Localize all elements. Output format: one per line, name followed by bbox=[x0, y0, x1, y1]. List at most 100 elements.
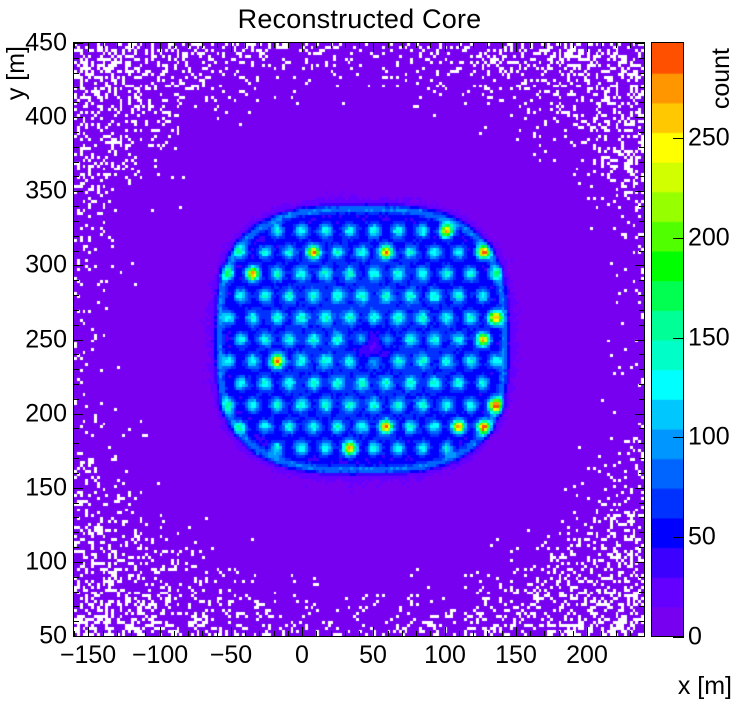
x-tick-label: 150 bbox=[495, 641, 537, 669]
y-tick-minor bbox=[74, 221, 79, 222]
y-tick-major-right bbox=[635, 340, 644, 341]
x-tick-minor-top bbox=[502, 43, 503, 48]
y-tick-minor bbox=[74, 473, 79, 474]
x-tick-major bbox=[88, 627, 89, 636]
x-tick-minor-top bbox=[530, 43, 531, 48]
y-tick-minor-right bbox=[639, 517, 644, 518]
y-tick-minor-right bbox=[639, 251, 644, 252]
x-tick-major-top bbox=[373, 43, 374, 52]
y-tick-minor bbox=[74, 443, 79, 444]
x-tick-minor-top bbox=[274, 43, 275, 48]
x-tick-minor bbox=[345, 631, 346, 636]
x-tick-minor bbox=[259, 631, 260, 636]
plot-frame bbox=[73, 42, 645, 637]
y-tick-minor-right bbox=[639, 102, 644, 103]
y-tick-minor bbox=[74, 162, 79, 163]
x-tick-minor-top bbox=[544, 43, 545, 48]
y-tick-minor bbox=[74, 547, 79, 548]
y-tick-major bbox=[74, 117, 83, 118]
x-tick-minor-top bbox=[416, 43, 417, 48]
colorbar-tick bbox=[673, 537, 684, 538]
y-tick-minor-right bbox=[639, 58, 644, 59]
y-tick-minor bbox=[74, 87, 79, 88]
x-tick-minor bbox=[145, 631, 146, 636]
x-tick-major bbox=[231, 627, 232, 636]
x-tick-minor-top bbox=[573, 43, 574, 48]
x-tick-minor-top bbox=[644, 43, 645, 48]
y-tick-minor bbox=[74, 236, 79, 237]
x-tick-minor bbox=[487, 631, 488, 636]
y-tick-minor bbox=[74, 354, 79, 355]
x-tick-minor-top bbox=[459, 43, 460, 48]
x-tick-minor bbox=[630, 631, 631, 636]
x-tick-minor-top bbox=[316, 43, 317, 48]
y-tick-major-right bbox=[635, 191, 644, 192]
colorbar-title: count bbox=[707, 48, 735, 110]
y-tick-minor-right bbox=[639, 577, 644, 578]
x-tick-minor-top bbox=[331, 43, 332, 48]
y-tick-minor bbox=[74, 592, 79, 593]
x-tick-minor bbox=[174, 631, 175, 636]
y-tick-major bbox=[74, 488, 83, 489]
y-tick-major-right bbox=[635, 414, 644, 415]
y-tick-minor-right bbox=[639, 354, 644, 355]
x-tick-label: −50 bbox=[209, 641, 253, 669]
x-tick-minor bbox=[331, 631, 332, 636]
x-tick-minor-top bbox=[188, 43, 189, 48]
x-tick-minor bbox=[359, 631, 360, 636]
y-tick-minor bbox=[74, 621, 79, 622]
x-tick-minor-top bbox=[103, 43, 104, 48]
x-tick-minor bbox=[202, 631, 203, 636]
x-tick-label: −100 bbox=[131, 641, 189, 669]
x-axis-title: x [m] bbox=[677, 672, 732, 700]
y-tick-minor-right bbox=[639, 221, 644, 222]
x-tick-major bbox=[587, 627, 588, 636]
y-tick-minor bbox=[74, 458, 79, 459]
x-tick-minor-top bbox=[117, 43, 118, 48]
x-tick-major bbox=[516, 627, 517, 636]
x-tick-label: −150 bbox=[59, 641, 117, 669]
y-tick-minor-right bbox=[639, 206, 644, 207]
x-tick-major-top bbox=[160, 43, 161, 52]
y-tick-minor-right bbox=[639, 236, 644, 237]
x-tick-major bbox=[160, 627, 161, 636]
y-tick-label: 300 bbox=[25, 250, 67, 279]
y-tick-minor-right bbox=[639, 399, 644, 400]
x-tick-minor bbox=[473, 631, 474, 636]
y-tick-major bbox=[74, 636, 83, 637]
x-tick-minor-top bbox=[402, 43, 403, 48]
y-tick-minor bbox=[74, 132, 79, 133]
y-tick-major-right bbox=[635, 265, 644, 266]
x-tick-minor-top bbox=[473, 43, 474, 48]
x-tick-minor-top bbox=[145, 43, 146, 48]
x-tick-minor-top bbox=[131, 43, 132, 48]
x-tick-minor-top bbox=[601, 43, 602, 48]
y-tick-major-right bbox=[635, 43, 644, 44]
x-tick-minor bbox=[459, 631, 460, 636]
y-tick-minor-right bbox=[639, 532, 644, 533]
colorbar-tick-label: 50 bbox=[688, 522, 716, 551]
x-tick-minor bbox=[616, 631, 617, 636]
y-tick-minor-right bbox=[639, 547, 644, 548]
y-tick-minor bbox=[74, 310, 79, 311]
y-tick-minor-right bbox=[639, 87, 644, 88]
y-tick-label: 50 bbox=[39, 621, 67, 650]
colorbar-tick-label: 0 bbox=[688, 622, 702, 651]
y-tick-minor bbox=[74, 147, 79, 148]
colorbar-tick-label: 150 bbox=[688, 323, 730, 352]
x-tick-minor bbox=[416, 631, 417, 636]
x-tick-major bbox=[445, 627, 446, 636]
x-tick-minor bbox=[103, 631, 104, 636]
y-tick-minor bbox=[74, 73, 79, 74]
y-tick-label: 350 bbox=[25, 176, 67, 205]
y-tick-minor-right bbox=[639, 428, 644, 429]
y-tick-minor-right bbox=[639, 325, 644, 326]
y-tick-minor-right bbox=[639, 310, 644, 311]
y-tick-major bbox=[74, 265, 83, 266]
y-tick-minor bbox=[74, 206, 79, 207]
y-tick-minor-right bbox=[639, 369, 644, 370]
x-tick-minor bbox=[601, 631, 602, 636]
x-tick-major bbox=[373, 627, 374, 636]
y-tick-minor-right bbox=[639, 503, 644, 504]
